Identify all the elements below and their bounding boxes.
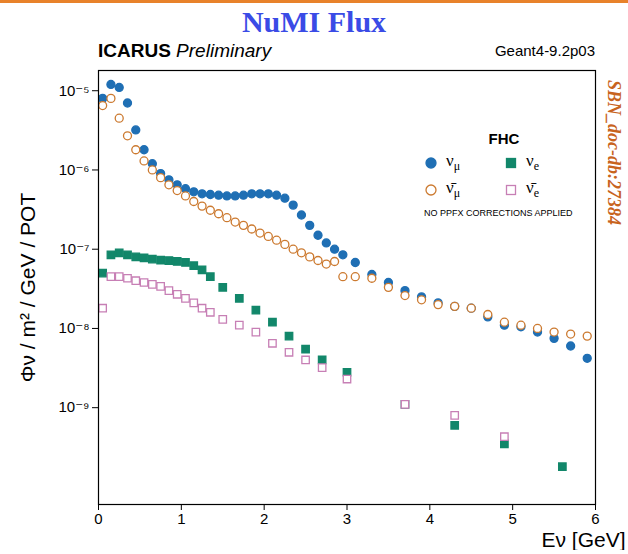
html-text:Geant4-9.2p03: Geant4-9.2p03 [494, 42, 595, 59]
html-text:νe: νe [526, 151, 539, 174]
svg-text:10⁻⁶: 10⁻⁶ [59, 161, 90, 178]
svg-text:10⁻⁵: 10⁻⁵ [59, 82, 90, 99]
svg-text:10⁻⁹: 10⁻⁹ [58, 398, 89, 415]
svg-text:10⁻⁸: 10⁻⁸ [59, 319, 90, 336]
svg-text:5: 5 [508, 510, 516, 527]
svg-text:6: 6 [591, 510, 599, 527]
svg-text:2: 2 [260, 510, 268, 527]
html-text:ν̄e: ν̄e [526, 178, 539, 201]
svg-text:0: 0 [94, 510, 102, 527]
html-text:νμ: νμ [446, 151, 461, 174]
svg-text:4: 4 [426, 510, 434, 527]
svg-text:Eν [GeV]: Eν [GeV] [541, 528, 625, 551]
svg-text:1: 1 [177, 510, 185, 527]
html-text:FHC: FHC [488, 130, 520, 147]
svg-text:Φν / m² / GeV / POT: Φν / m² / GeV / POT [16, 193, 39, 383]
html-text:NuMI Flux: NuMI Flux [241, 5, 387, 38]
html-text:ICARUS Preliminary: ICARUS Preliminary [98, 40, 272, 61]
html-text:SBN_doc-db:27384: SBN_doc-db:27384 [604, 80, 624, 225]
html-text:ν̄μ: ν̄μ [446, 178, 461, 201]
html-text:NO PPFX CORRECTIONS APPLIED: NO PPFX CORRECTIONS APPLIED [424, 207, 573, 218]
svg-text:10⁻⁷: 10⁻⁷ [59, 240, 89, 257]
svg-text:3: 3 [343, 510, 351, 527]
